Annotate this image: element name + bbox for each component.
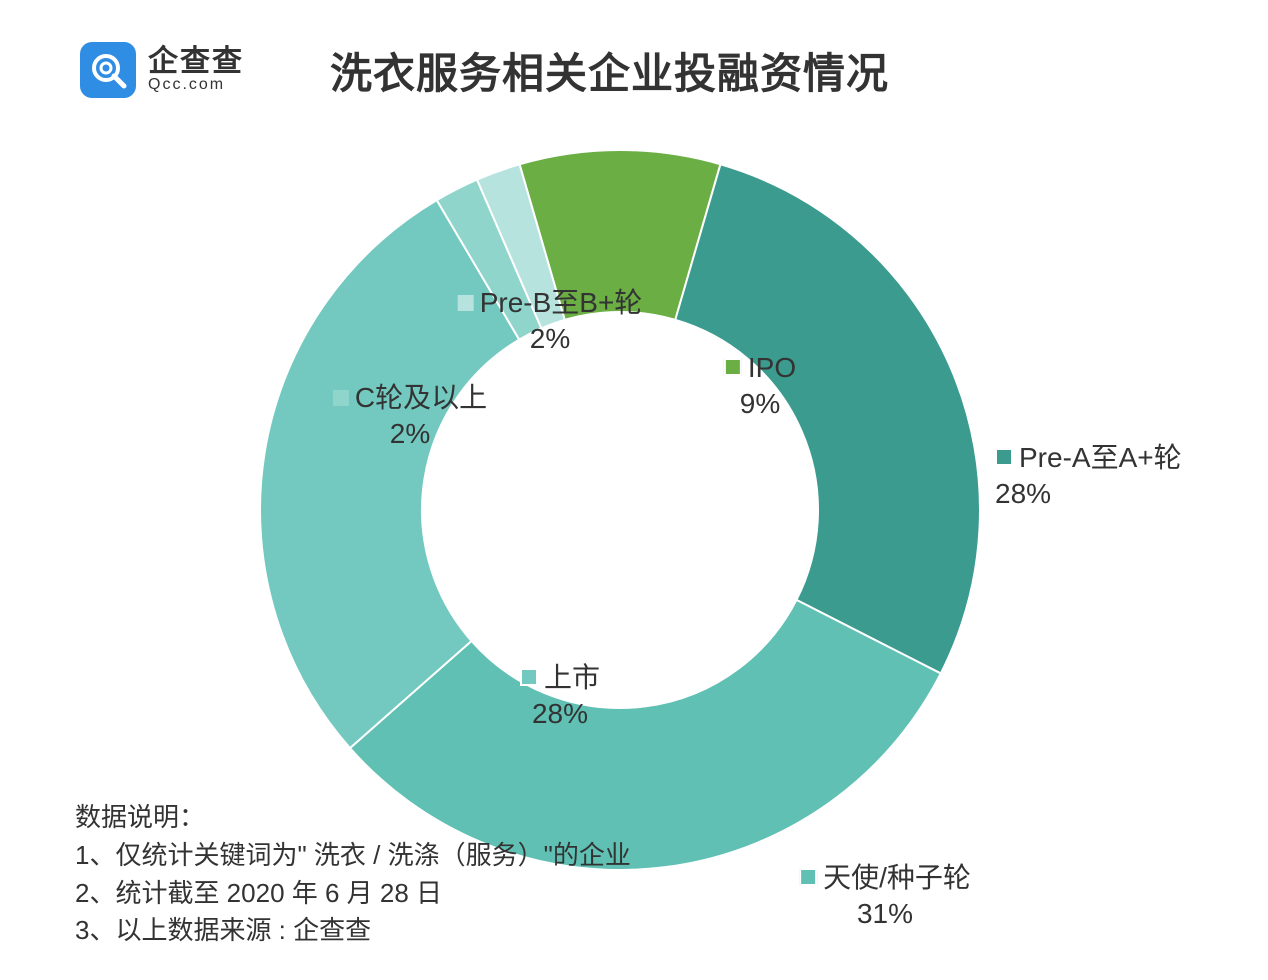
slice-percent: 28% bbox=[995, 476, 1182, 512]
logo: 企查查 Qcc.com bbox=[80, 42, 244, 98]
slice-label: Pre-A至A+轮28% bbox=[995, 440, 1182, 513]
legend-hollow-icon bbox=[995, 448, 1013, 466]
logo-en: Qcc.com bbox=[148, 77, 244, 94]
slice-percent: 2% bbox=[458, 321, 643, 357]
logo-badge-icon bbox=[80, 42, 136, 98]
legend-swatch-icon bbox=[458, 295, 474, 311]
notes-line: 2、统计截至 2020 年 6 月 28 日 bbox=[75, 875, 631, 913]
slice-percent: 28% bbox=[520, 696, 600, 732]
slice-percent: 2% bbox=[333, 416, 487, 452]
slice-label: IPO9% bbox=[724, 350, 796, 423]
legend-hollow-icon bbox=[724, 358, 742, 376]
data-notes: 数据说明： 1、仅统计关键词为" 洗衣 / 洗涤（服务）"的企业 2、统计截至 … bbox=[75, 799, 631, 950]
donut-slice bbox=[675, 164, 980, 673]
slice-label-text: 上市 bbox=[544, 662, 600, 693]
legend-swatch-icon bbox=[333, 390, 349, 406]
slice-label: 上市28% bbox=[520, 660, 600, 733]
slice-label-text: Pre-A至A+轮 bbox=[1019, 442, 1182, 473]
slice-label: C轮及以上2% bbox=[333, 380, 487, 453]
slice-percent: 9% bbox=[724, 386, 796, 422]
notes-heading: 数据说明： bbox=[75, 799, 631, 837]
legend-hollow-icon bbox=[799, 868, 817, 886]
legend-hollow-icon bbox=[520, 668, 538, 686]
slice-label: Pre-B至B+轮2% bbox=[458, 285, 643, 358]
slice-label: 天使/种子轮31% bbox=[799, 860, 971, 933]
slice-percent: 31% bbox=[799, 896, 971, 932]
slice-label-text: 天使/种子轮 bbox=[823, 862, 971, 893]
slice-label-text: C轮及以上 bbox=[355, 382, 487, 413]
logo-cn: 企查查 bbox=[148, 46, 244, 78]
notes-line: 1、仅统计关键词为" 洗衣 / 洗涤（服务）"的企业 bbox=[75, 837, 631, 875]
logo-text: 企查查 Qcc.com bbox=[148, 46, 244, 94]
slice-label-text: Pre-B至B+轮 bbox=[480, 287, 643, 318]
notes-line: 3、以上数据来源 : 企查查 bbox=[75, 912, 631, 950]
page-title: 洗衣服务相关企业投融资情况 bbox=[330, 40, 889, 101]
slice-label-text: IPO bbox=[748, 352, 796, 383]
donut-chart bbox=[260, 150, 980, 875]
